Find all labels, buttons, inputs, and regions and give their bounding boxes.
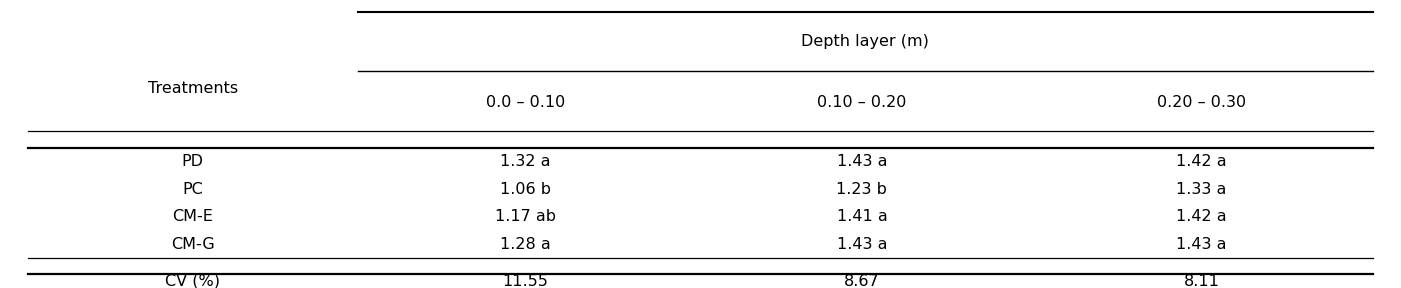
Text: 1.42 a: 1.42 a [1177, 154, 1227, 170]
Text: 0.20 – 0.30: 0.20 – 0.30 [1157, 95, 1245, 110]
Text: CV (%): CV (%) [165, 274, 220, 288]
Text: 8.67: 8.67 [843, 274, 880, 288]
Text: 1.06 b: 1.06 b [500, 182, 551, 197]
Text: CM-E: CM-E [172, 209, 213, 224]
Text: 1.17 ab: 1.17 ab [495, 209, 556, 224]
Text: 0.10 – 0.20: 0.10 – 0.20 [817, 95, 906, 110]
Text: 1.32 a: 1.32 a [500, 154, 551, 170]
Text: 11.55: 11.55 [503, 274, 549, 288]
Text: 1.42 a: 1.42 a [1177, 209, 1227, 224]
Text: 1.43 a: 1.43 a [1177, 236, 1227, 252]
Text: PC: PC [182, 182, 203, 197]
Text: 0.0 – 0.10: 0.0 – 0.10 [486, 95, 565, 110]
Text: 1.41 a: 1.41 a [836, 209, 887, 224]
Text: 1.23 b: 1.23 b [836, 182, 887, 197]
Text: 1.43 a: 1.43 a [836, 154, 887, 170]
Text: 1.33 a: 1.33 a [1177, 182, 1227, 197]
Text: PD: PD [182, 154, 203, 170]
Text: 1.43 a: 1.43 a [836, 236, 887, 252]
Text: 1.28 a: 1.28 a [500, 236, 551, 252]
Text: CM-G: CM-G [171, 236, 214, 252]
Text: Depth layer (m): Depth layer (m) [801, 34, 929, 49]
Text: 8.11: 8.11 [1184, 274, 1219, 288]
Text: Treatments: Treatments [147, 81, 238, 96]
